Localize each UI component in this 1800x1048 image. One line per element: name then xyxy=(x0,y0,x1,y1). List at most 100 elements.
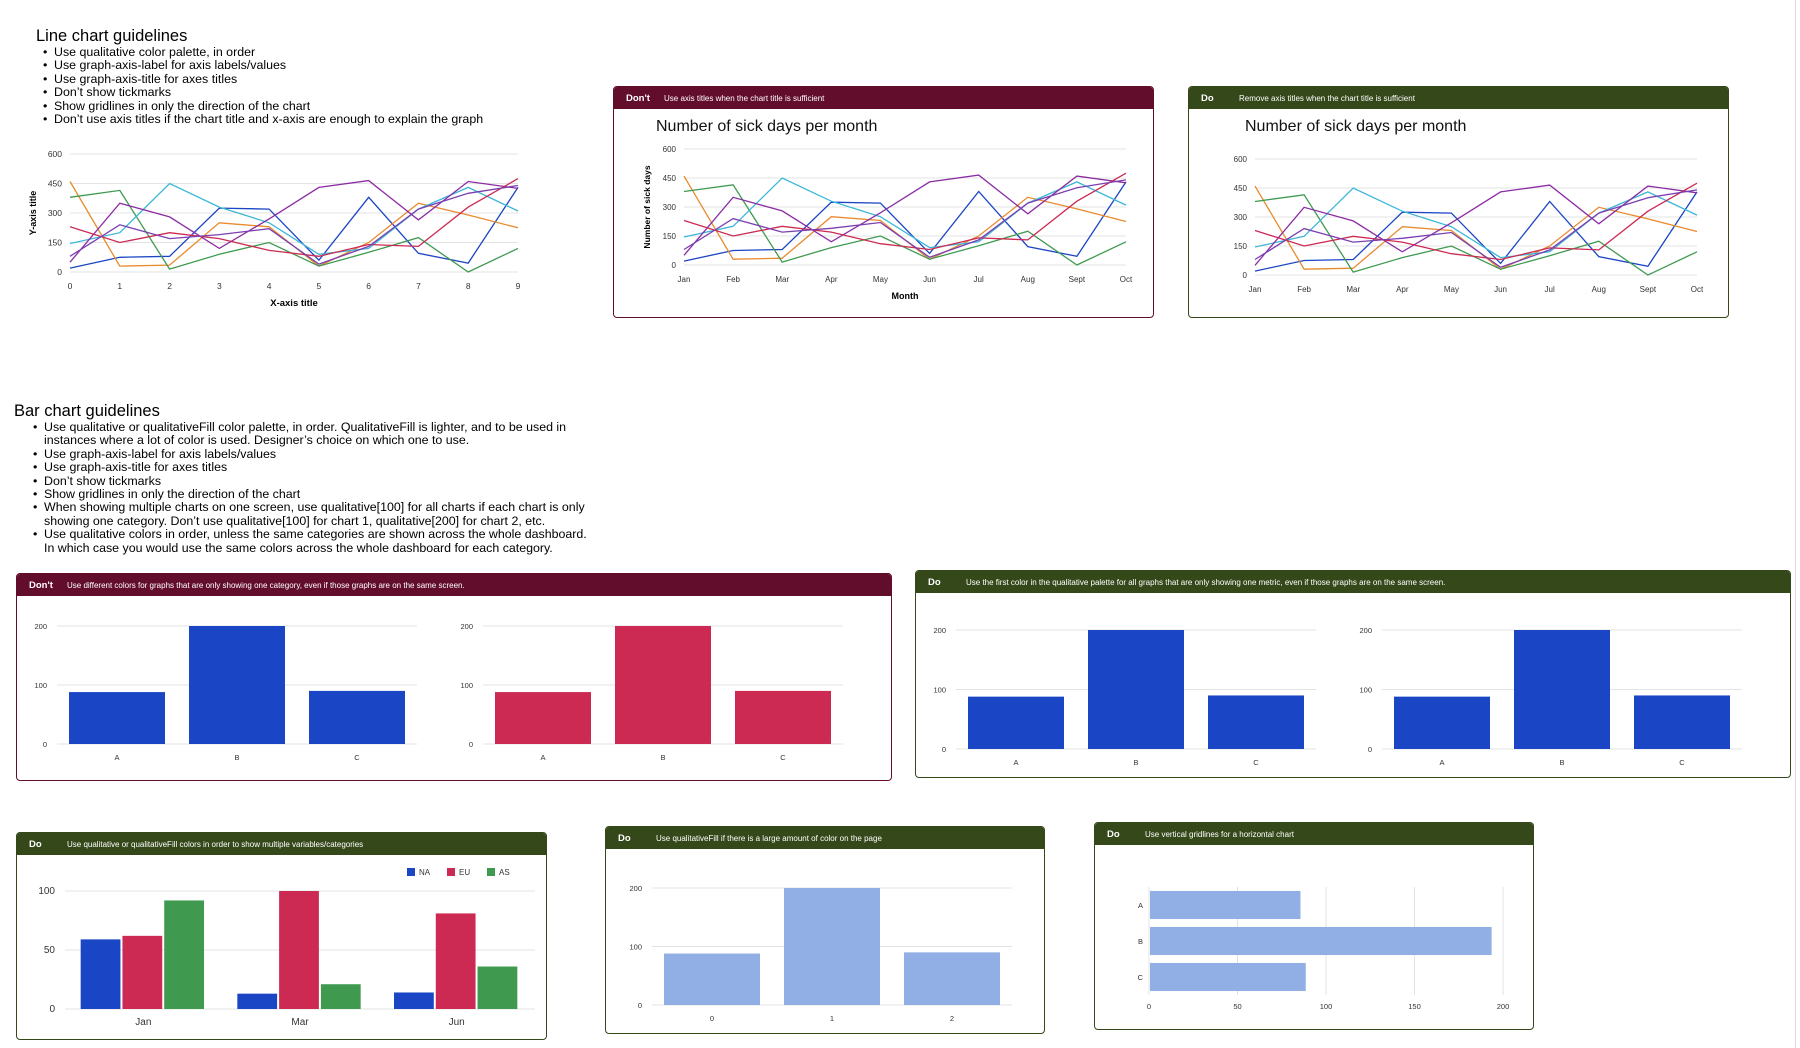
line-guidelines-list: Use qualitative color palette, in order … xyxy=(36,45,483,127)
x-tick-label: A xyxy=(1013,758,1018,767)
line-guideline-item: Don’t use axis titles if the chart title… xyxy=(43,112,483,127)
x-tick-label: May xyxy=(1444,285,1459,294)
bar xyxy=(1088,630,1184,749)
y-tick-label: 0 xyxy=(43,740,47,749)
bar-do-header: Do Use the first color in the qualitativ… xyxy=(916,571,1790,593)
bar-chart-fill: 0 100 200 0 1 2 xyxy=(629,884,1012,1023)
x-tick-label: 4 xyxy=(267,281,272,291)
bar-dont-caption: Use different colors for graphs that are… xyxy=(67,580,465,590)
bar xyxy=(784,888,880,1005)
y-tick-label: 300 xyxy=(663,203,677,212)
line-dont-caption: Use axis titles when the chart title is … xyxy=(664,93,825,103)
bar xyxy=(164,900,204,1009)
x-tick-label: 0 xyxy=(68,281,73,291)
do-tag: Do xyxy=(1107,828,1120,840)
y-axis-title: Y-axis title xyxy=(28,191,38,236)
x-tick-label: 6 xyxy=(366,281,371,291)
bar-chart-do-1: 0 100 200 A B C xyxy=(933,626,1316,767)
series-line xyxy=(683,177,1127,249)
x-tick-label: 150 xyxy=(1408,1002,1421,1011)
line-chart-do: 0 150 300 450 600 Jan Feb Mar Apr May Jun Jul Aug Sep… xyxy=(1234,118,1704,294)
y-tick-label: 450 xyxy=(1234,184,1248,193)
x-tick-label: Jul xyxy=(1545,285,1555,294)
bar-guideline-item: Use graph-axis-title for axes titles xyxy=(33,460,594,475)
x-tick-label: Jan xyxy=(678,275,691,284)
x-tick-label: May xyxy=(873,275,888,284)
series-line xyxy=(683,179,1127,259)
bar xyxy=(69,692,165,744)
y-tick-label: 600 xyxy=(48,149,62,159)
page-edge-divider xyxy=(1795,0,1796,1048)
bar xyxy=(615,626,711,744)
bar xyxy=(1150,962,1306,992)
x-tick-label: 3 xyxy=(217,281,222,291)
legend-swatch xyxy=(487,868,495,876)
line-dont-header: Don't Use axis titles when the chart tit… xyxy=(614,87,1153,109)
bar xyxy=(122,935,163,1009)
bar-chart-multi-series: 0 50 100 Jan Mar Jun NA EU AS xyxy=(38,868,535,1028)
x-tick-label: 100 xyxy=(1320,1002,1333,1011)
x-axis-title: X-axis title xyxy=(270,298,318,309)
x-tick-label: B xyxy=(1559,758,1564,767)
x-tick-label: Oct xyxy=(1120,275,1133,284)
y-tick-label: 150 xyxy=(663,232,677,241)
y-tick-label: 150 xyxy=(48,238,62,248)
line-guideline-item: Show gridlines in only the direction of … xyxy=(43,99,483,114)
x-tick-label: 50 xyxy=(1233,1002,1241,1011)
bar xyxy=(1394,696,1490,749)
chart-title: Number of sick days per month xyxy=(656,118,877,135)
y-tick-label: 200 xyxy=(34,622,47,631)
x-tick-label: 0 xyxy=(710,1014,714,1023)
bar-do-card: Do Use the first color in the qualitativ… xyxy=(915,570,1791,778)
y-tick-label: 100 xyxy=(460,681,473,690)
y-tick-label: 200 xyxy=(460,622,473,631)
x-tick-label: B xyxy=(660,753,665,762)
x-tick-label: 2 xyxy=(167,281,172,291)
x-axis-title: Month xyxy=(892,291,919,301)
bar xyxy=(435,913,476,1009)
bar xyxy=(477,966,518,1009)
bar xyxy=(1150,890,1301,920)
horizontal-do-header: Do Use vertical gridlines for a horizont… xyxy=(1095,823,1533,845)
bar xyxy=(309,690,405,744)
series-line xyxy=(69,189,519,273)
series-line xyxy=(683,181,1127,262)
bar xyxy=(495,692,591,744)
legend-label: AS xyxy=(499,868,510,877)
multi-do-caption: Use qualitative or qualitativeFill color… xyxy=(67,839,364,849)
legend-label: NA xyxy=(419,868,431,877)
x-tick-label: 9 xyxy=(516,281,521,291)
x-tick-label: Sept xyxy=(1640,285,1657,294)
bar xyxy=(735,690,831,744)
x-tick-label: Jul xyxy=(974,275,984,284)
series-line xyxy=(683,184,1127,266)
bar xyxy=(394,992,434,1009)
y-tick-label: 200 xyxy=(1359,626,1372,635)
bar xyxy=(237,993,278,1009)
bar-guideline-item: Show gridlines in only the direction of … xyxy=(33,487,594,502)
x-tick-label: A xyxy=(1439,758,1444,767)
line-do-card: Do Remove axis titles when the chart tit… xyxy=(1188,86,1729,318)
y-tick-label: A xyxy=(1138,901,1143,910)
multi-series-do-card: Do Use qualitative or qualitativeFill co… xyxy=(16,832,547,1040)
series-line xyxy=(1254,191,1698,272)
series-line xyxy=(69,184,519,265)
bar xyxy=(1514,630,1610,749)
y-tick-label: 0 xyxy=(638,1001,642,1010)
x-tick-label: C xyxy=(1679,758,1685,767)
x-tick-label: Mar xyxy=(775,275,789,284)
x-tick-label: Aug xyxy=(1592,285,1606,294)
bar-guideline-item: Use qualitative or qualitativeFill color… xyxy=(33,420,594,448)
series-line xyxy=(69,178,519,257)
fill-do-caption: Use qualitativeFill if there is a large … xyxy=(656,833,882,843)
x-tick-label: C xyxy=(780,753,786,762)
y-tick-label: 150 xyxy=(1234,242,1248,251)
legend-label: EU xyxy=(459,868,470,877)
bar-guideline-item: Use qualitative colors in order, unless … xyxy=(33,528,594,555)
y-tick-label: 300 xyxy=(48,208,62,218)
bar xyxy=(968,696,1064,749)
y-tick-label: 450 xyxy=(48,179,62,189)
line-do-header: Do Remove axis titles when the chart tit… xyxy=(1189,87,1728,109)
series-line xyxy=(1254,182,1698,261)
legend-swatch xyxy=(407,868,415,876)
